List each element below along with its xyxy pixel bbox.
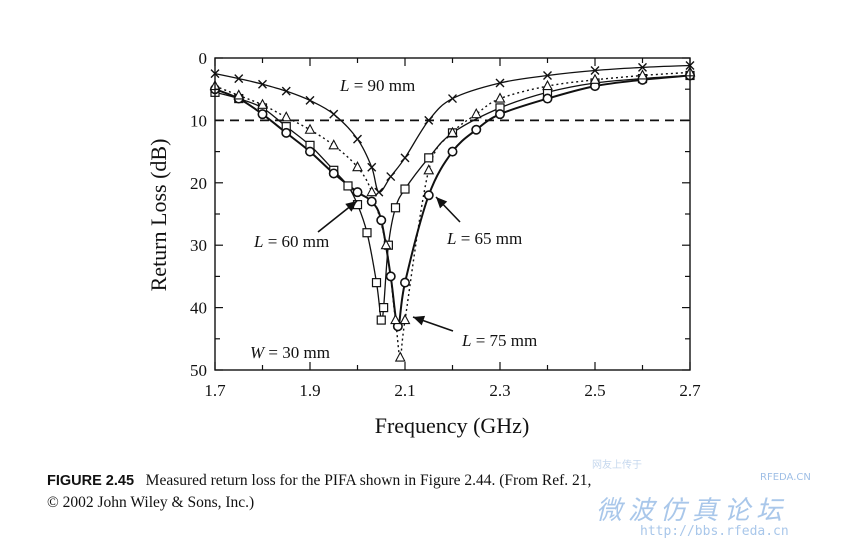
data-point [362,228,372,238]
data-point [390,203,401,213]
data-point [376,215,387,226]
data-point [424,153,434,163]
data-point [542,79,553,91]
data-point [281,127,292,138]
data-point [280,111,292,122]
data-point [352,161,363,172]
data-point [304,146,315,157]
data-point [234,74,244,84]
data-point [329,109,339,119]
data-point [257,109,268,120]
x-tick-label: 2.5 [584,381,605,400]
data-point [542,93,553,104]
x-tick-label: 1.7 [204,381,226,400]
data-point [366,196,377,207]
data-point [400,184,410,194]
series-line [214,64,691,193]
data-point [257,98,268,109]
x-axis-label: Frequency (GHz) [375,413,530,438]
data-point [366,185,378,197]
plot-markers [209,60,696,362]
figure-caption: FIGURE 2.45 Measured return loss for the… [47,470,591,514]
data-point [233,89,245,100]
data-point [386,172,396,182]
data-point [379,303,389,313]
data-point [400,153,410,163]
watermark-chinese: 微波仿真论坛 [596,496,789,526]
x-tick-label: 2.1 [394,381,415,400]
data-point [448,94,457,104]
data-point [494,92,506,103]
data-point [590,65,600,75]
figure-label: FIGURE 2.45 [47,473,135,489]
data-point [376,315,386,325]
annotation-label: W = 30 mm [250,343,330,362]
data-point [380,239,392,250]
data-point [371,278,382,288]
data-point [589,73,601,84]
annotation-label: L = 75 mm [461,331,537,350]
data-point [423,164,435,175]
data-point [394,351,406,362]
data-point [305,95,315,105]
plot-lines [214,64,691,359]
data-point [447,126,458,137]
data-point [281,86,291,96]
x-tick-label: 2.3 [489,381,510,400]
annotations: L = 90 mm L = 60 mm L = 65 mm L = 75 mm W = … [250,76,537,362]
data-point [390,313,401,325]
y-tick-label: 50 [190,361,207,380]
caption-line-1: Measured return loss for the PIFA shown … [145,472,592,489]
axis-ticks [214,57,691,371]
watermark-brand: RFEDA.CN [760,472,811,483]
annotation-arrowhead [413,315,426,326]
data-point [352,187,363,198]
annotation-label: L = 90 mm [339,76,415,95]
watermark-url: http://bbs.rfeda.cn [640,524,789,539]
x-tick-label: 2.7 [679,381,701,400]
data-point [471,124,482,135]
y-tick-label: 40 [190,299,207,318]
data-point [638,62,647,72]
y-tick-label: 0 [199,49,208,68]
watermark-small-text: 网友上传于 [592,460,642,471]
data-point [423,190,434,201]
annotation-label: L = 65 mm [446,229,522,248]
data-point [385,271,396,282]
data-point [367,162,377,172]
y-tick-label: 10 [190,111,207,130]
data-point [494,109,505,120]
annotation-arrowhead [436,197,448,209]
tick-labels: 1.7 1.9 2.1 2.3 2.5 2.7 0 10 20 30 40 50 [190,49,701,400]
data-point [399,277,410,288]
data-point [304,123,316,134]
series-line [214,71,691,359]
data-point [543,70,552,80]
data-point [447,146,458,157]
x-tick-label: 1.9 [299,381,320,400]
data-point [495,78,505,88]
data-point [637,69,648,80]
data-point [399,313,411,325]
data-point [353,134,362,144]
data-point [328,168,339,179]
caption-line-2: © 2002 John Wiley & Sons, Inc.) [47,494,255,511]
data-point [470,107,482,119]
y-axis-label: Return Loss (dB) [146,139,171,292]
data-point [258,79,267,89]
annotation-arrowhead [345,201,357,212]
y-tick-label: 30 [190,236,207,255]
y-tick-label: 20 [190,174,207,193]
data-point [343,181,353,191]
data-point [328,139,340,150]
annotation-label: L = 60 mm [253,232,329,251]
